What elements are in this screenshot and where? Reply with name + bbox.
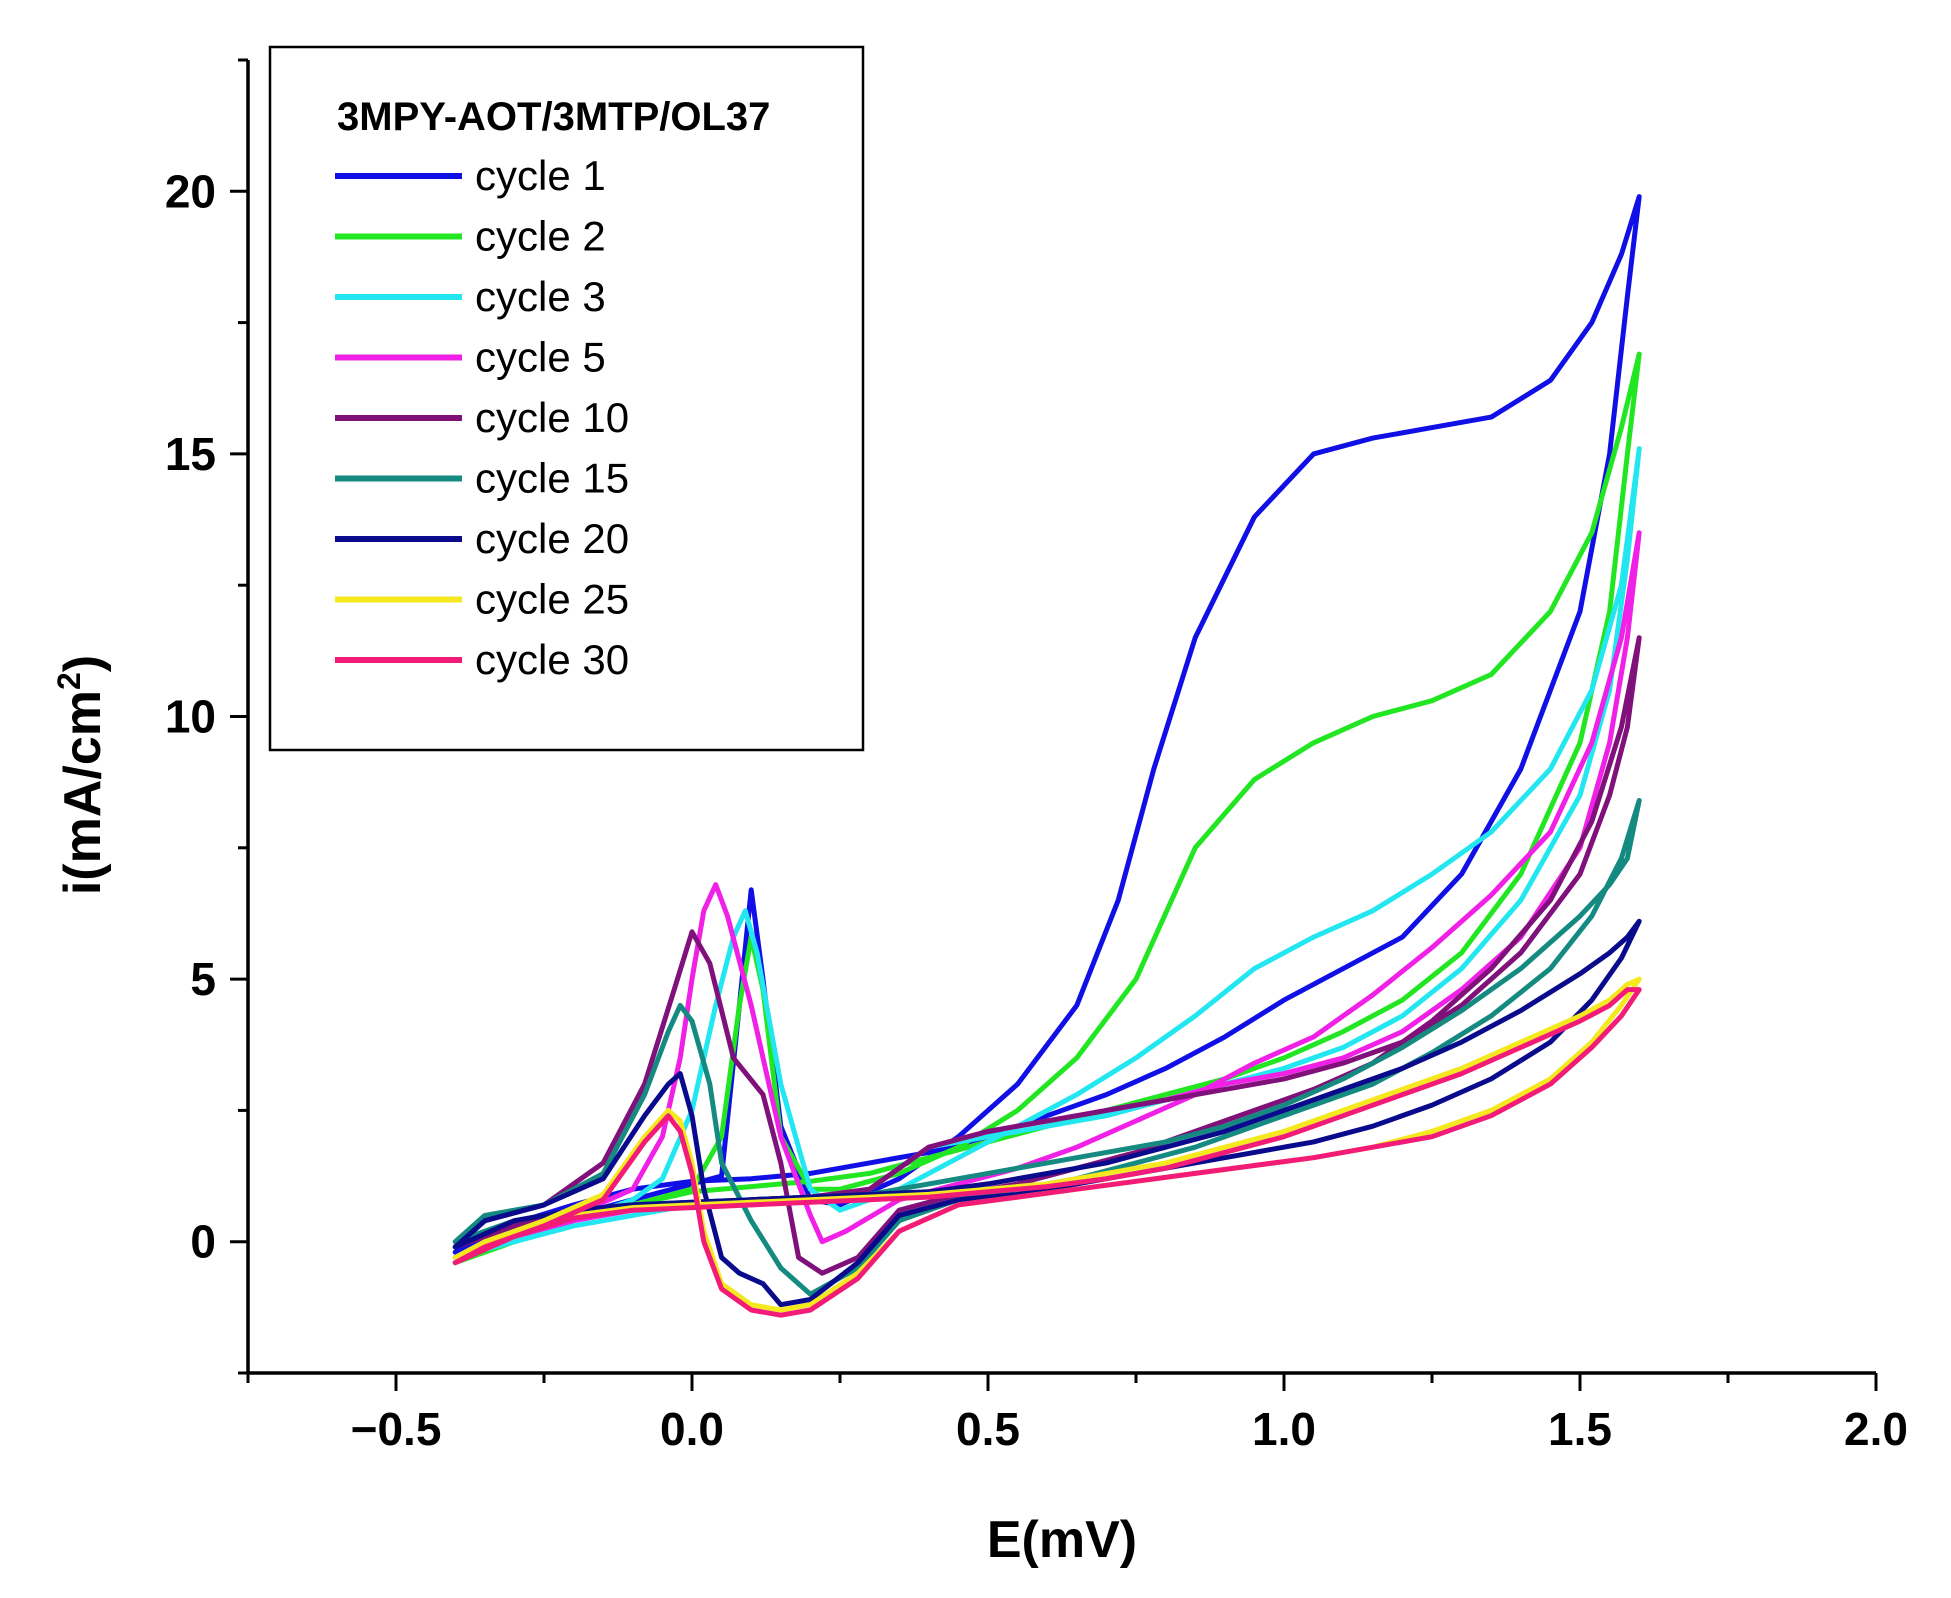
y-axis-label-sup: 2 <box>51 672 87 690</box>
x-axis-label: E(mV) <box>987 1511 1137 1569</box>
legend-label: cycle 3 <box>475 273 606 320</box>
y-tick-label: 10 <box>165 691 216 743</box>
series-line-cycle-30 <box>452 987 1642 1318</box>
y-axis-label-close: ) <box>54 655 112 672</box>
x-tick-label: 2.0 <box>1844 1403 1908 1455</box>
x-tick-label: 0.5 <box>956 1403 1020 1455</box>
legend-label: cycle 1 <box>475 152 606 199</box>
x-tick-label: 1.0 <box>1252 1403 1316 1455</box>
series-line-cycle-10 <box>452 635 1642 1276</box>
x-tick-label: −0.5 <box>351 1403 442 1455</box>
x-tick-label: 0.0 <box>660 1403 724 1455</box>
legend-label: cycle 5 <box>475 334 606 381</box>
series-group <box>452 194 1642 1318</box>
series-line-cycle-15 <box>452 798 1642 1297</box>
x-tick-label: 1.5 <box>1548 1403 1612 1455</box>
y-tick-label: 5 <box>190 953 216 1005</box>
legend-label: cycle 10 <box>475 394 629 441</box>
series-line-cycle-25 <box>452 976 1642 1313</box>
legend-title: 3MPY-AOT/3MTP/OL37 <box>337 95 770 139</box>
y-axis-label-main: i(mA/cm <box>54 690 112 895</box>
y-axis-label: i(mA/cm2) <box>51 655 112 895</box>
legend-label: cycle 15 <box>475 455 629 502</box>
x-ticks: −0.5 0.0 0.5 1.0 1.5 2.0 <box>246 1373 1908 1455</box>
y-tick-label: 0 <box>190 1216 216 1268</box>
y-tick-label: 15 <box>165 428 216 480</box>
legend-entries: cycle 1 cycle 2 cycle 3 cycle 5 cycle 10 cycl… <box>335 152 629 683</box>
y-ticks: 0 5 10 15 20 <box>165 58 248 1375</box>
legend: 3MPY-AOT/3MTP/OL37 cycle 1 cycle 2 cycle 3… <box>268 45 865 752</box>
legend-label: cycle 25 <box>475 576 629 623</box>
legend-label: cycle 20 <box>475 515 629 562</box>
legend-label: cycle 2 <box>475 213 606 260</box>
legend-box <box>268 45 865 752</box>
series-line-cycle-20 <box>452 918 1642 1308</box>
legend-label: cycle 30 <box>475 636 629 683</box>
y-tick-label: 20 <box>165 165 216 217</box>
